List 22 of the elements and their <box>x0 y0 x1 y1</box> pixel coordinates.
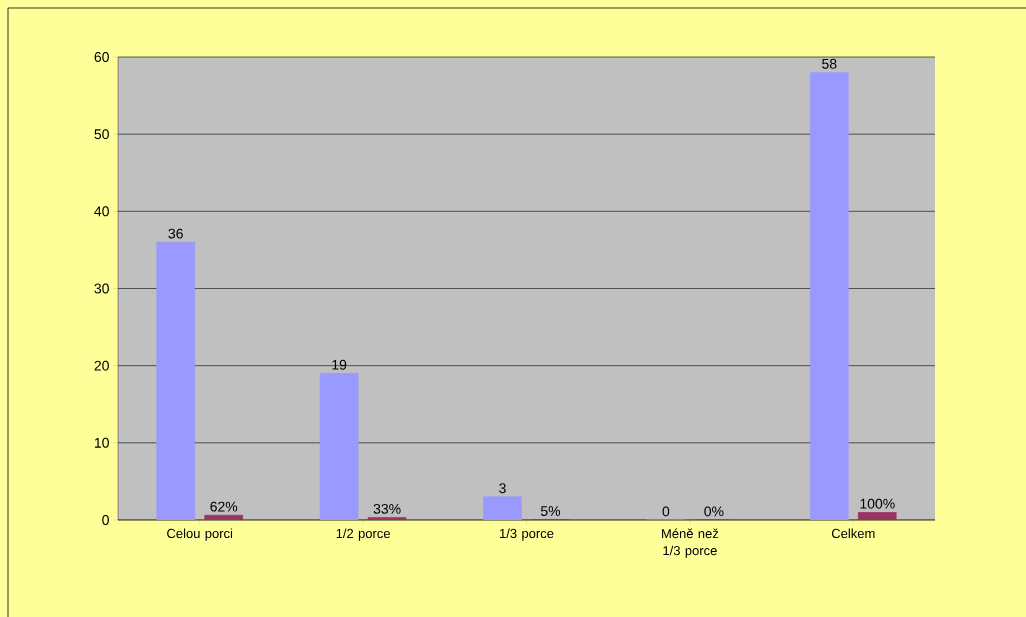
y-tick-label: 0 <box>102 515 109 525</box>
x-tick-label: Méně než 1/3 porce <box>662 528 719 558</box>
y-tick-label: 50 <box>94 129 109 140</box>
data-label: 3 <box>499 483 506 494</box>
data-label: 33% <box>373 503 401 514</box>
y-tick-label: 40 <box>94 206 109 217</box>
x-tick-label: Celkem <box>831 528 875 539</box>
data-label: 0 <box>662 506 670 517</box>
x-tick-label: 1/3 porce <box>500 528 554 541</box>
y-tick-label: 20 <box>94 360 109 371</box>
data-label: 0% <box>704 506 724 517</box>
x-tick-label: 1/2 porce <box>336 528 390 541</box>
x-tick-label: Celou porci <box>167 528 233 541</box>
data-label: 19 <box>332 359 347 370</box>
data-label: 58 <box>822 58 837 69</box>
y-tick-label: 10 <box>94 437 109 448</box>
y-tick-label: 60 <box>94 52 109 62</box>
data-label: 36 <box>168 228 183 239</box>
data-label: 100% <box>860 498 895 509</box>
y-tick-label: 30 <box>94 283 109 294</box>
data-label: 62% <box>210 501 238 512</box>
data-label: 5% <box>540 506 561 516</box>
